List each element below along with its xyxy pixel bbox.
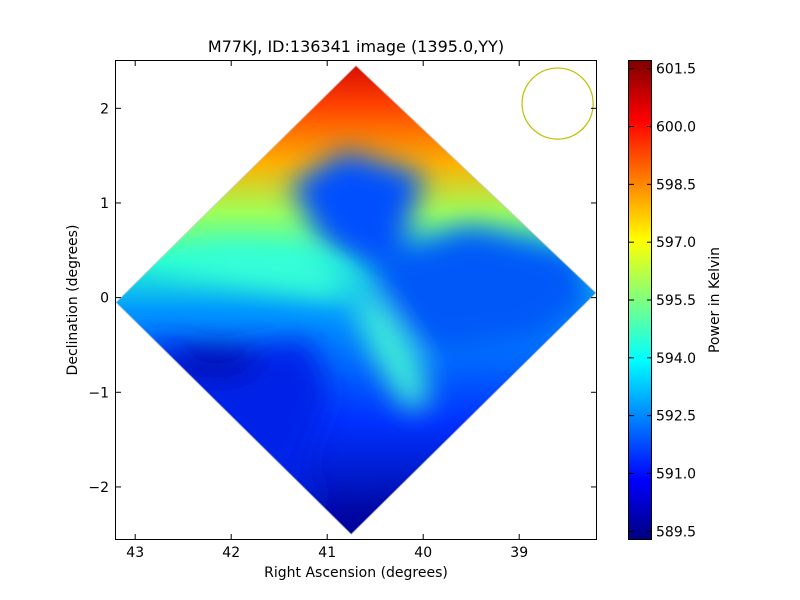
colorbar-tick-label: 601.5 <box>656 62 696 78</box>
x-tick-label: 42 <box>222 545 240 561</box>
y-tick-label: 1 <box>100 196 109 212</box>
x-tick-label: 40 <box>414 545 432 561</box>
chart-title: M77KJ, ID:136341 image (1395.0,YY) <box>208 37 504 56</box>
heatmap-cyan-band-upper <box>150 245 345 300</box>
x-tick-label: 43 <box>126 545 144 561</box>
colorbar-label: Power in Kelvin <box>707 247 723 353</box>
heatmap-image <box>116 65 596 535</box>
y-tick-label: −2 <box>88 480 109 496</box>
x-tick-label: 41 <box>318 545 336 561</box>
colorbar-tick-label: 594.0 <box>656 351 696 367</box>
colorbar-tick-label: 592.5 <box>656 409 696 425</box>
colorbar-tick-label: 595.5 <box>656 293 696 309</box>
heatmap-deep-blue-spot <box>170 346 260 378</box>
colorbar-tick-label: 597.0 <box>656 235 696 251</box>
colorbar-tick-label: 600.0 <box>656 120 696 136</box>
heatmap-blue-lobe-right <box>375 225 595 355</box>
x-axis: 43 42 41 40 39 <box>126 61 528 561</box>
beam-circle <box>521 67 594 140</box>
colorbar-tick-label: 589.5 <box>656 524 696 540</box>
x-axis-label: Right Ascension (degrees) <box>264 565 448 581</box>
plot-frame <box>115 60 597 540</box>
x-tick-label: 39 <box>510 545 528 561</box>
colorbar-ticks: 589.5 591.0 592.5 594.0 595.5 597.0 598.5 600.0… <box>629 62 696 540</box>
y-axis-label: Declination (degrees) <box>65 225 81 376</box>
y-tick-label: 0 <box>100 291 109 307</box>
colorbar-tick-label: 591.0 <box>656 466 696 482</box>
y-axis: 2 1 0 −1 −2 <box>88 101 596 496</box>
colorbar-tick-label: 598.5 <box>656 177 696 193</box>
y-tick-label: 2 <box>100 101 109 117</box>
heatmap-cyan-band-right <box>350 290 430 410</box>
map-edge <box>115 64 597 536</box>
y-tick-label: −1 <box>88 385 109 401</box>
heatmap-blue-lobe-upper <box>290 150 425 272</box>
